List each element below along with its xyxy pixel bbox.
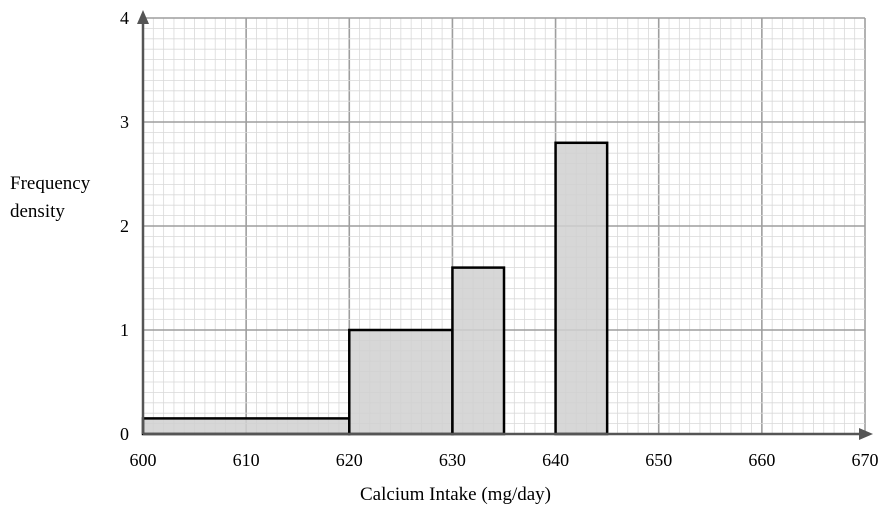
x-tick-label: 600	[130, 450, 157, 470]
y-tick-label: 3	[120, 112, 129, 132]
histogram-bar-1	[141, 417, 351, 436]
y-axis-label-line-1: Frequency	[10, 173, 91, 194]
x-axis-label: Calcium Intake (mg/day)	[360, 484, 551, 505]
y-tick-label: 0	[120, 424, 129, 444]
histogram-bar-2	[348, 328, 454, 436]
y-axis-label: Frequency density	[10, 170, 90, 226]
x-tick-labels: 600 610 620 630 640 650 660 670	[130, 450, 879, 470]
x-tick-label: 670	[852, 450, 879, 470]
y-axis-label-line-2: density	[10, 201, 65, 222]
y-axis-arrow	[137, 10, 149, 24]
x-tick-label: 650	[645, 450, 672, 470]
y-tick-label: 2	[120, 216, 129, 236]
histogram-bar-3	[451, 266, 506, 436]
x-axis-arrow	[859, 428, 873, 440]
x-tick-label: 610	[233, 450, 260, 470]
x-tick-label: 630	[439, 450, 466, 470]
histogram-bar-4	[554, 141, 609, 436]
x-tick-label: 620	[336, 450, 363, 470]
y-tick-label: 4	[120, 8, 129, 28]
axes	[137, 10, 873, 440]
x-tick-label: 640	[542, 450, 569, 470]
y-tick-labels: 0 1 2 3 4	[120, 8, 129, 444]
y-tick-label: 1	[120, 320, 129, 340]
x-tick-label: 660	[748, 450, 775, 470]
